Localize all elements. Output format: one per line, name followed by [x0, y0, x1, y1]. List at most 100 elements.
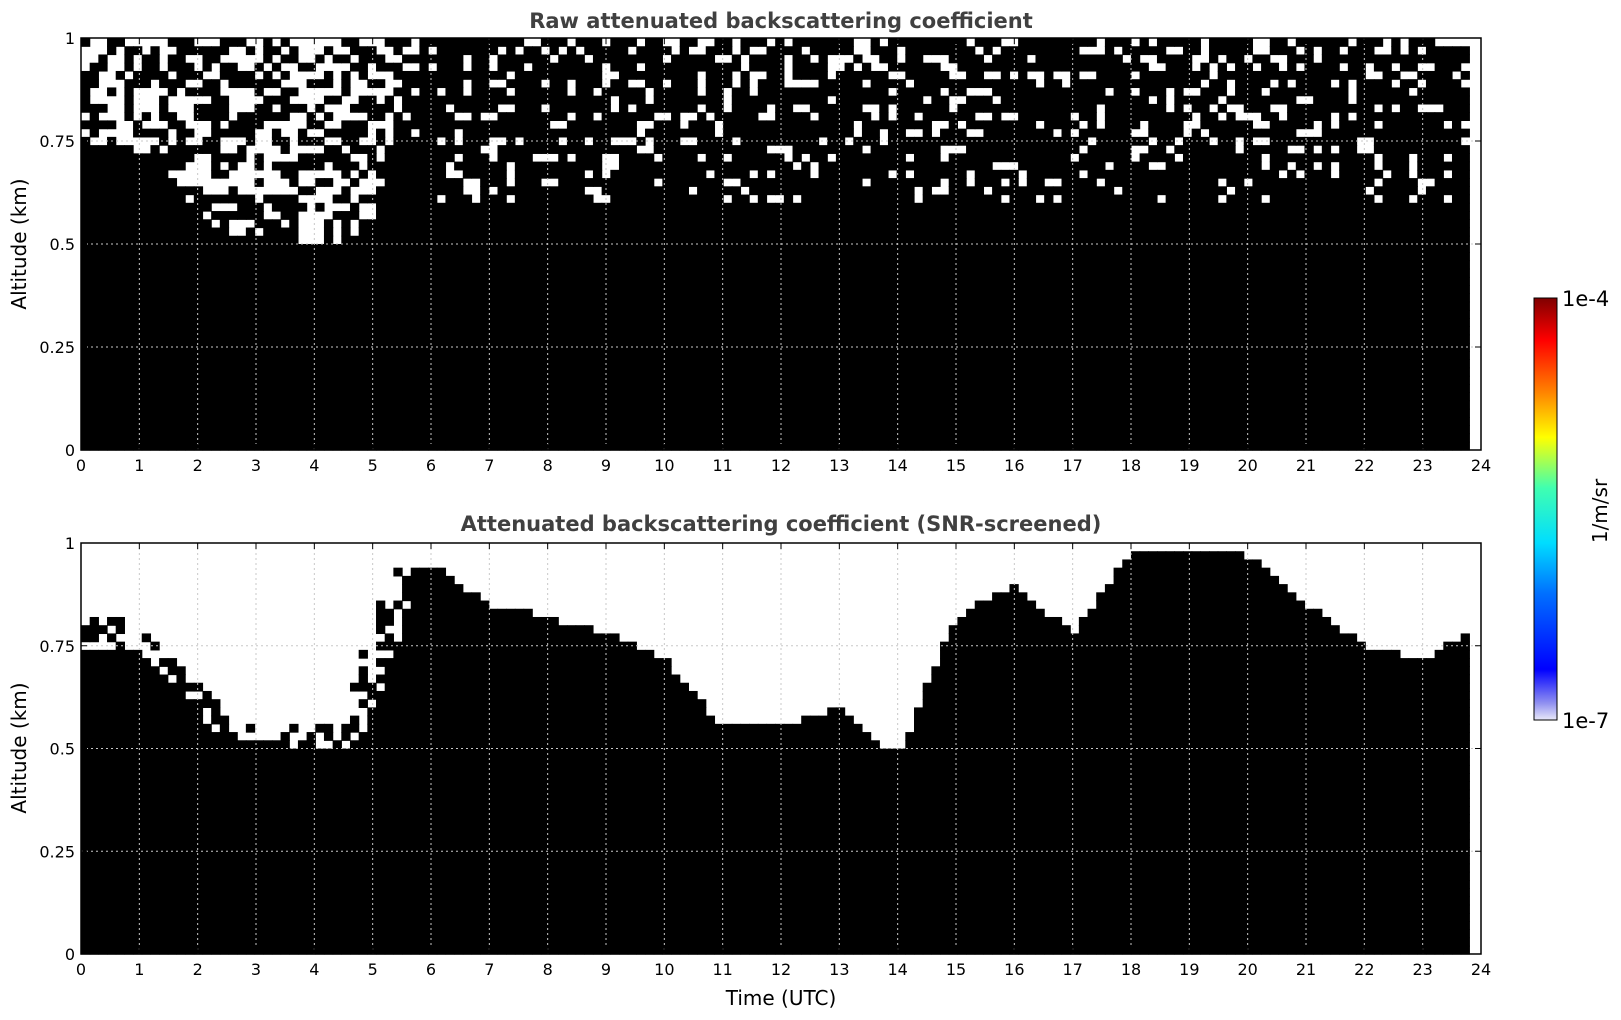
heatmap-cell	[410, 95, 421, 105]
heatmap-cell	[688, 202, 698, 212]
heatmap-cell	[323, 334, 334, 344]
heatmap-cell	[81, 318, 91, 327]
heatmap-cell	[176, 293, 186, 303]
heatmap-cell	[645, 178, 655, 187]
heatmap-cell	[775, 219, 785, 229]
heatmap-cell	[1026, 359, 1037, 369]
heatmap-cell	[211, 384, 221, 393]
heatmap-cell	[801, 425, 811, 435]
heatmap-cell	[237, 318, 247, 327]
heatmap-cell	[618, 408, 629, 418]
heatmap-cell	[150, 70, 160, 80]
heatmap-cell	[653, 145, 663, 154]
heatmap-cell	[245, 375, 256, 385]
heatmap-cell	[549, 301, 559, 311]
heatmap-cell	[254, 235, 264, 245]
heatmap-cell	[992, 433, 1002, 443]
heatmap-cell	[940, 103, 950, 113]
heatmap-cell	[992, 441, 1002, 451]
heatmap-cell	[558, 252, 568, 262]
heatmap-cell	[775, 95, 785, 105]
heatmap-cell	[419, 417, 429, 426]
heatmap-cell	[592, 417, 603, 426]
heatmap-cell	[263, 318, 273, 327]
heatmap-cell	[887, 120, 898, 130]
heatmap-cell	[523, 285, 533, 295]
heatmap-cell	[992, 400, 1002, 410]
heatmap-cell	[740, 178, 750, 187]
heatmap-cell	[141, 408, 152, 418]
heatmap-cell	[671, 433, 681, 443]
heatmap-cell	[176, 326, 186, 336]
heatmap-cell	[905, 375, 915, 385]
heatmap-cell	[471, 334, 481, 344]
heatmap-cell	[1009, 433, 1019, 443]
heatmap-cell	[827, 194, 837, 204]
heatmap-cell	[931, 326, 941, 336]
heatmap-cell	[749, 103, 759, 113]
heatmap-cell	[618, 334, 629, 344]
heatmap-cell	[159, 384, 169, 393]
heatmap-cell	[402, 95, 412, 105]
heatmap-cell	[809, 202, 820, 212]
heatmap-cell	[948, 169, 958, 179]
heatmap-cell	[723, 120, 733, 130]
heatmap-cell	[766, 301, 776, 311]
heatmap-cell	[966, 293, 976, 303]
heatmap-cell	[697, 441, 707, 451]
heatmap-cell	[731, 301, 742, 311]
heatmap-cell	[818, 384, 828, 393]
heatmap-cell	[410, 219, 421, 229]
heatmap-cell	[714, 161, 724, 171]
heatmap-cell	[922, 359, 932, 369]
heatmap-cell	[133, 178, 143, 187]
heatmap-cell	[870, 260, 880, 270]
heatmap-cell	[679, 227, 689, 237]
heatmap-cell	[228, 211, 238, 220]
heatmap-cell	[471, 359, 481, 369]
heatmap-cell	[254, 285, 264, 295]
heatmap-cell	[697, 54, 707, 64]
heatmap-cell	[506, 400, 516, 410]
heatmap-cell	[376, 375, 386, 385]
heatmap-cell	[827, 309, 837, 319]
heatmap-cell	[376, 293, 386, 303]
heatmap-cell	[454, 433, 464, 443]
heatmap-cell	[827, 384, 837, 393]
heatmap-cell	[1035, 87, 1045, 97]
heatmap-cell	[801, 268, 811, 278]
heatmap-cell	[1018, 161, 1028, 171]
heatmap-cell	[393, 178, 403, 187]
heatmap-cell	[410, 54, 421, 64]
heatmap-cell	[1009, 318, 1019, 327]
heatmap-cell	[740, 417, 750, 426]
heatmap-cell	[523, 128, 533, 138]
heatmap-cell	[271, 425, 282, 435]
heatmap-cell	[532, 326, 542, 336]
heatmap-cell	[645, 351, 655, 360]
heatmap-cell	[636, 87, 646, 97]
heatmap-cell	[966, 384, 976, 393]
heatmap-cell	[922, 194, 932, 204]
heatmap-cell	[263, 408, 273, 418]
heatmap-cell	[367, 252, 377, 262]
heatmap-cell	[610, 186, 620, 196]
heatmap-cell	[809, 342, 820, 352]
heatmap-cell	[809, 153, 820, 163]
heatmap-cell	[1052, 285, 1063, 295]
heatmap-cell	[671, 276, 681, 286]
heatmap-cell	[280, 441, 290, 451]
heatmap-cell	[436, 46, 447, 56]
heatmap-cell	[211, 161, 221, 171]
heatmap-cell	[731, 227, 742, 237]
heatmap-cell	[202, 227, 212, 237]
heatmap-cell	[566, 202, 577, 212]
heatmap-cell	[532, 244, 542, 253]
heatmap-cell	[428, 244, 438, 253]
heatmap-cell	[280, 285, 290, 295]
heatmap-cell	[601, 417, 611, 426]
heatmap-cell	[428, 285, 438, 295]
heatmap-cell	[645, 219, 655, 229]
heatmap-cell	[809, 62, 820, 72]
heatmap-cell	[323, 70, 334, 80]
